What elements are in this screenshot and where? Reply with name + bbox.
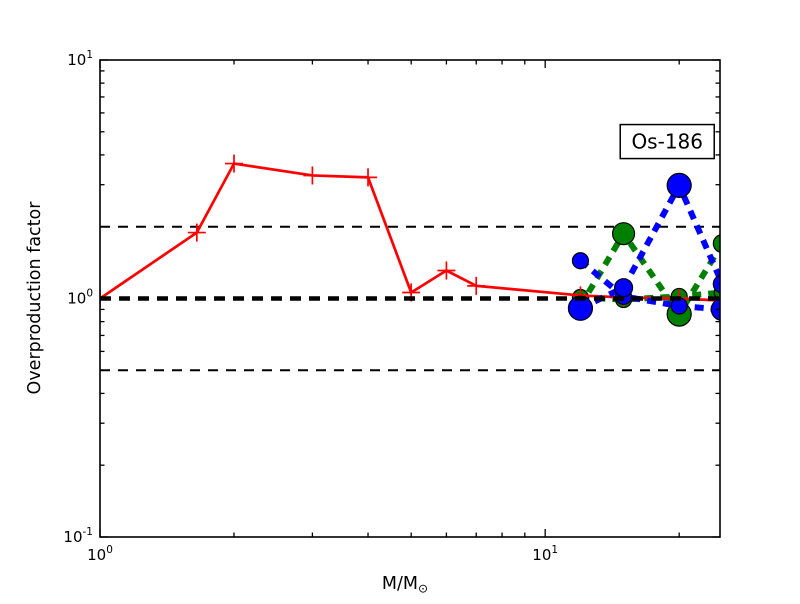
marker-blue-peak: [666, 172, 692, 198]
annotation-box: [619, 123, 715, 160]
marker-blue-descending: [571, 252, 590, 270]
series-green-peak-line: [577, 228, 720, 320]
axis-ticks: [99, 59, 720, 538]
marker-green-peak: [611, 222, 636, 246]
marker-green-peak: [712, 234, 720, 253]
marker-blue-peak: [712, 274, 720, 294]
x-axis-label: M/M⊙: [382, 574, 428, 596]
y-axis-label: Overproduction factor: [25, 201, 45, 395]
annotation-text: Os-186: [631, 130, 703, 154]
annotation-os-186: Os-186: [619, 123, 715, 160]
plot-area: [100, 154, 720, 372]
series-blue-descending-line: [578, 258, 720, 313]
marker-blue-peak: [613, 278, 634, 298]
